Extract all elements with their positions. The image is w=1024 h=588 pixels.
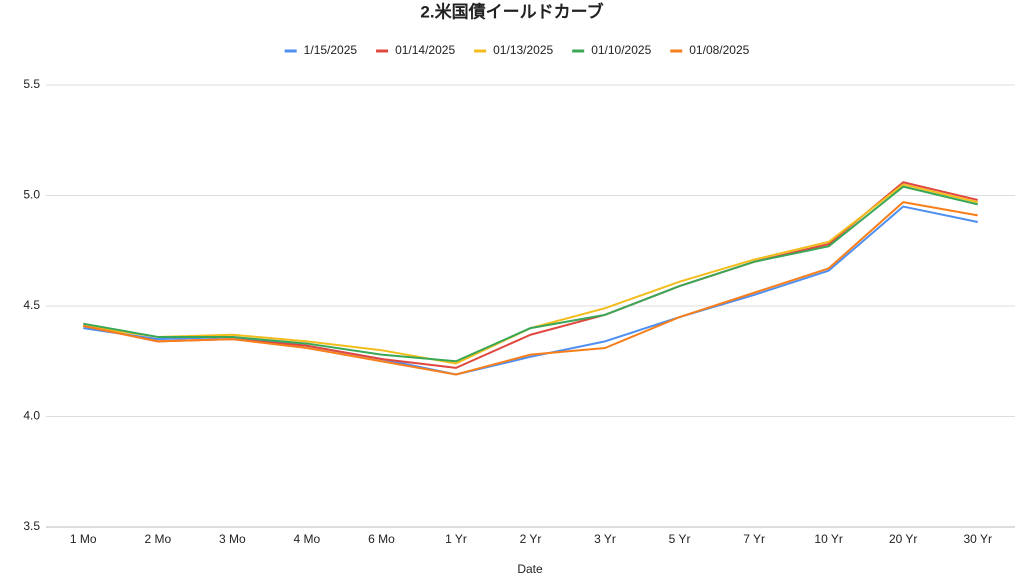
x-tick-label: 7 Yr bbox=[743, 532, 765, 546]
series-line bbox=[83, 185, 978, 363]
legend-label: 1/15/2025 bbox=[304, 43, 358, 57]
x-tick-label: 1 Yr bbox=[445, 532, 467, 546]
x-tick-label: 1 Mo bbox=[70, 532, 97, 546]
legend-label: 01/14/2025 bbox=[395, 43, 455, 57]
x-tick-label: 2 Mo bbox=[144, 532, 171, 546]
legend-label: 01/13/2025 bbox=[493, 43, 553, 57]
x-tick-label: 30 Yr bbox=[963, 532, 991, 546]
x-tick-label: 3 Mo bbox=[219, 532, 246, 546]
x-tick-label: 3 Yr bbox=[594, 532, 616, 546]
x-tick-label: 4 Mo bbox=[294, 532, 321, 546]
y-tick-label: 5.5 bbox=[23, 77, 40, 91]
y-tick-label: 4.5 bbox=[23, 298, 40, 312]
y-tick-label: 4.0 bbox=[23, 409, 40, 423]
series-line bbox=[83, 201, 978, 376]
x-tick-label: 5 Yr bbox=[669, 532, 691, 546]
legend-label: 01/10/2025 bbox=[591, 43, 651, 57]
y-tick-label: 5.0 bbox=[23, 188, 40, 202]
x-axis-label: Date bbox=[517, 562, 543, 576]
chart-title: 2.米国債イールドカーブ bbox=[420, 1, 603, 21]
x-tick-label: 20 Yr bbox=[889, 532, 917, 546]
x-tick-label: 10 Yr bbox=[814, 532, 842, 546]
x-tick-label: 2 Yr bbox=[520, 532, 542, 546]
y-tick-label: 3.5 bbox=[23, 519, 40, 533]
legend: 1/15/2025 01/14/2025 01/13/2025 01/10/2025 0… bbox=[284, 43, 750, 57]
legend-label: 01/08/2025 bbox=[689, 43, 749, 57]
x-tick-label: 6 Mo bbox=[368, 532, 395, 546]
